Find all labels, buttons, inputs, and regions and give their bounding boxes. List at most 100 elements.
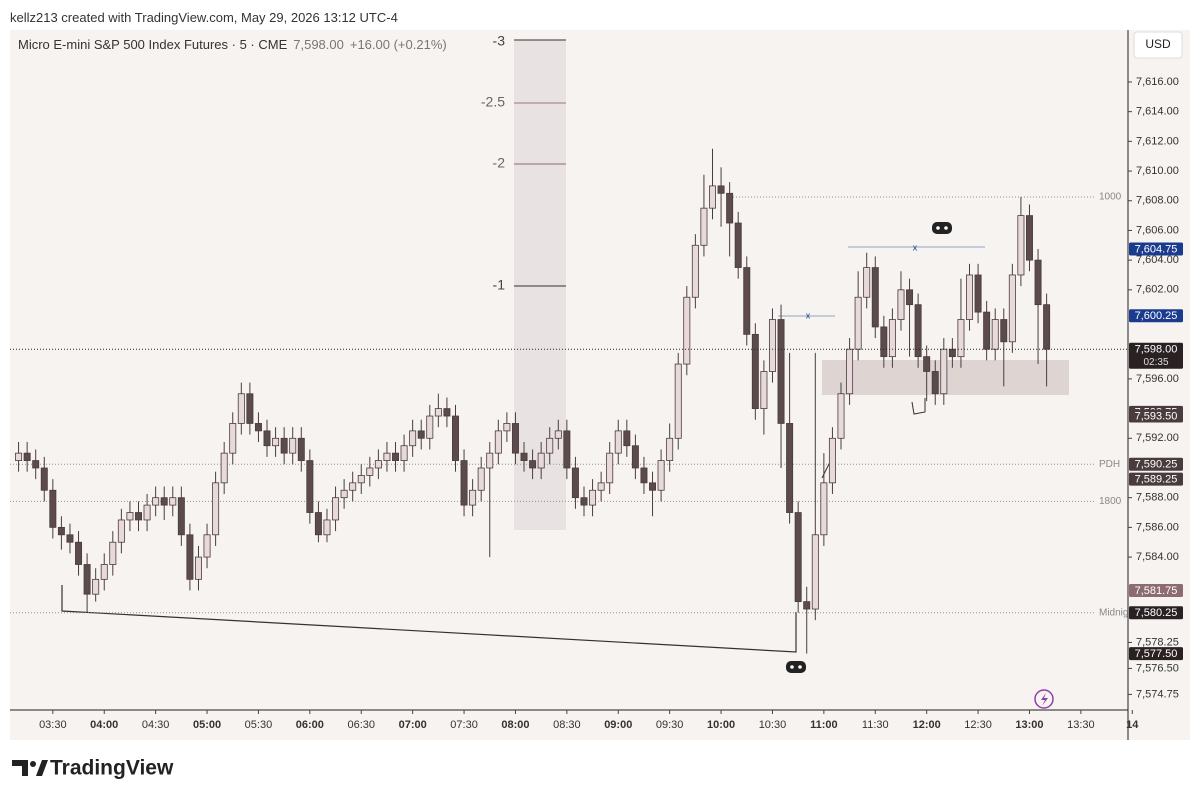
candle: [169, 486, 177, 517]
candle: [409, 419, 417, 457]
candle-body: [854, 296, 862, 350]
candle: [469, 479, 477, 517]
candle: [177, 486, 185, 546]
candle-body: [691, 244, 699, 298]
candle: [691, 234, 699, 309]
candle-body: [640, 467, 648, 484]
candle-body: [100, 564, 108, 580]
currency[interactable]: USD: [1145, 37, 1171, 51]
candle-body: [871, 267, 879, 328]
candle-body: [726, 192, 734, 224]
countdown: 02:35: [1143, 357, 1168, 368]
candle-body: [751, 333, 759, 410]
candle-body: [83, 564, 91, 595]
y-tick-label: 7,596.00: [1136, 373, 1179, 385]
candle-body: [117, 519, 125, 543]
legend: Micro E-mini S&P 500 Index Futures · 5 ·…: [18, 37, 447, 52]
candle-body: [666, 437, 674, 461]
candle-body: [709, 185, 716, 209]
candle-body: [674, 363, 682, 439]
candle-body: [983, 311, 991, 350]
candle: [280, 427, 288, 465]
price-tag: [1129, 647, 1183, 661]
price-tag: [1129, 409, 1183, 423]
candle: [503, 412, 511, 443]
candle: [589, 479, 597, 517]
candle: [846, 338, 854, 405]
candle-body: [477, 467, 485, 491]
candle: [811, 352, 819, 621]
candle-body: [966, 274, 973, 320]
candle-body: [246, 393, 254, 424]
candle-body: [580, 497, 588, 506]
candle: [974, 263, 982, 324]
candle-body: [417, 430, 425, 439]
candle: [666, 423, 674, 472]
x-tick-label: 12:00: [913, 719, 941, 731]
y-tick-label: 7,586.00: [1136, 521, 1179, 533]
candle: [820, 453, 828, 546]
price-tag: [1129, 242, 1183, 256]
candle-body: [888, 319, 896, 358]
gamepad-icon: [786, 661, 806, 673]
candle: [897, 271, 905, 331]
level-label: PDH: [1099, 459, 1120, 470]
x-tick-label: 08:00: [501, 719, 529, 731]
candle-body: [1034, 259, 1042, 306]
candle: [220, 442, 228, 494]
x-tick-label: 12:30: [964, 719, 992, 731]
candle-body: [280, 437, 288, 454]
candle-body: [357, 475, 365, 484]
x-tick-label: 07:30: [450, 719, 478, 731]
candle-body: [460, 460, 468, 506]
currency-box[interactable]: [1133, 31, 1183, 59]
candle-body: [760, 371, 768, 410]
candle: [709, 148, 716, 220]
candle-body: [220, 452, 228, 484]
candle-body: [75, 541, 83, 565]
candle: [186, 523, 194, 591]
candle: [109, 531, 117, 576]
marker-x: x: [806, 310, 811, 320]
alert-icon[interactable]: [1034, 689, 1054, 709]
candle-body: [554, 430, 562, 439]
candle: [571, 456, 579, 509]
candle: [460, 449, 468, 517]
candle: [914, 293, 922, 368]
candle: [786, 352, 794, 524]
candle-body: [503, 423, 511, 432]
candle-body: [109, 541, 117, 565]
candle-body: [1017, 215, 1025, 276]
candle: [871, 256, 879, 339]
candle-body: [366, 467, 374, 476]
x-tick-label: 03:30: [39, 719, 67, 731]
candle-body: [948, 348, 956, 358]
candle: [349, 471, 357, 502]
candle-body: [177, 497, 185, 536]
level-label: Midnight: [1099, 607, 1137, 618]
candle-body: [126, 512, 134, 521]
candle: [323, 508, 331, 543]
candle: [212, 471, 220, 546]
candle-body: [589, 489, 597, 506]
candle-body: [92, 578, 100, 595]
candle: [66, 523, 74, 554]
candle-body: [546, 437, 554, 454]
fib-label: -2.5: [481, 94, 505, 110]
candle-body: [1025, 215, 1033, 261]
candle: [160, 486, 168, 520]
candle-body: [314, 512, 322, 536]
y-tick-label: 7,602.00: [1136, 284, 1179, 296]
candle-body: [906, 289, 914, 306]
candle: [229, 412, 237, 465]
price-tag-label: 7,598.00: [1135, 344, 1178, 356]
candle-body: [571, 467, 579, 499]
brand-logo: [12, 760, 48, 776]
candle-body: [777, 319, 785, 424]
candle-body: [426, 415, 434, 439]
candle-body: [383, 452, 391, 461]
candle: [563, 419, 571, 480]
candle-body: [837, 393, 845, 439]
